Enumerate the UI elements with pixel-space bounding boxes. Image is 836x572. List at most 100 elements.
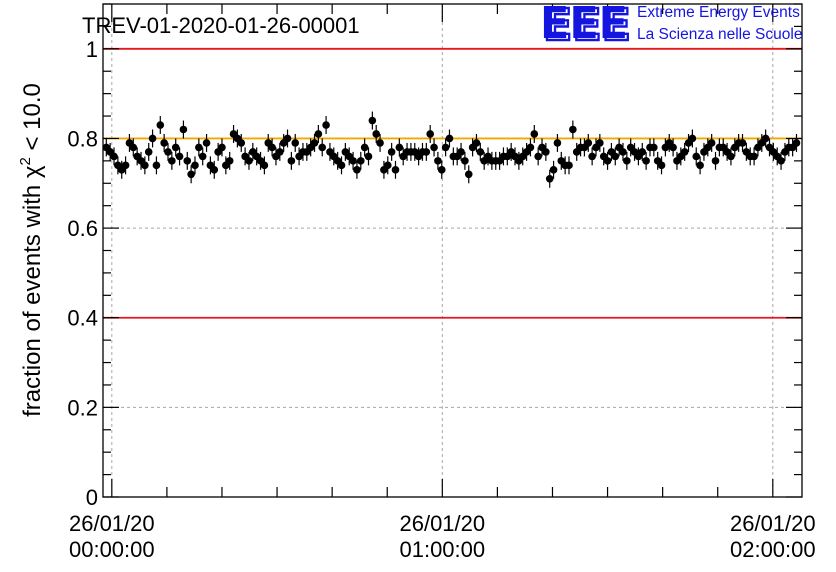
data-point xyxy=(322,121,330,129)
data-point xyxy=(680,148,689,156)
data-point xyxy=(337,161,346,170)
data-point xyxy=(198,152,207,161)
data-point xyxy=(175,152,184,161)
data-point xyxy=(210,166,219,174)
x-axis: 26/01/2000:00:0026/01/2001:00:0026/01/20… xyxy=(69,4,816,562)
data-point xyxy=(183,157,192,165)
data-point xyxy=(237,139,246,147)
data-point xyxy=(426,130,434,138)
data-point xyxy=(191,161,199,170)
data-point xyxy=(688,134,697,143)
y-tick-label: 0.8 xyxy=(67,126,98,151)
y-axis-label-superscript: 2 xyxy=(17,157,34,165)
data-point xyxy=(692,152,701,161)
data-point xyxy=(437,166,446,174)
data-point xyxy=(276,148,284,156)
data-point xyxy=(441,143,450,152)
data-point xyxy=(476,148,485,156)
data-point xyxy=(268,143,276,152)
data-point xyxy=(472,139,481,147)
eee-logo-letters: EEE xyxy=(540,0,628,49)
data-point xyxy=(260,161,269,170)
eee-logo: EEE EEE Extreme Energy Events La Scienza… xyxy=(540,0,802,52)
data-point xyxy=(141,161,149,170)
data-point xyxy=(164,148,172,156)
y-tick-label: 0 xyxy=(86,485,98,510)
data-point xyxy=(457,148,465,156)
data-point xyxy=(422,148,431,156)
data-point xyxy=(356,157,365,165)
chart-title: TREV-01-2020-01-26-00001 xyxy=(82,13,360,38)
x-tick-label-date: 26/01/20 xyxy=(730,511,816,536)
logo-text-line2: La Scienza nelle Scuole xyxy=(637,26,802,43)
y-tick-label: 1 xyxy=(86,37,98,62)
y-tick-label: 0.2 xyxy=(67,395,98,420)
x-tick-label-time: 02:00:00 xyxy=(730,537,816,562)
x-tick-label-time: 00:00:00 xyxy=(69,537,155,562)
data-point xyxy=(611,152,620,161)
eee-logo-shadow: EEE xyxy=(543,0,631,51)
data-point xyxy=(314,130,323,138)
y-tick-label: 0.4 xyxy=(67,306,98,331)
data-point xyxy=(318,143,327,152)
data-point xyxy=(372,130,381,138)
data-point xyxy=(642,157,650,165)
y-axis: 0 0.2 0.4 0.6 0.8 1 xyxy=(67,3,802,510)
y-axis-label-chi-symbol: χ xyxy=(19,165,46,178)
data-point xyxy=(383,161,392,170)
data-point xyxy=(707,139,716,147)
data-point xyxy=(218,143,226,152)
data-point xyxy=(364,152,373,161)
data-point xyxy=(711,157,720,165)
logo-text-line1: Extreme Energy Events xyxy=(637,4,800,21)
y-tick-label: 0.6 xyxy=(67,216,98,241)
x-tick-label-time: 01:00:00 xyxy=(399,537,485,562)
x-tick-label-date: 26/01/20 xyxy=(69,511,155,536)
data-point xyxy=(121,161,130,170)
data-point xyxy=(545,174,554,183)
data-point xyxy=(283,134,292,143)
data-point xyxy=(696,161,704,170)
data-point xyxy=(761,134,770,143)
data-point xyxy=(534,152,542,161)
data-point xyxy=(650,143,658,152)
data-point xyxy=(353,166,361,174)
data-point xyxy=(596,139,604,147)
data-point xyxy=(445,134,454,143)
data-point xyxy=(110,152,118,161)
data-points xyxy=(102,111,801,188)
data-point xyxy=(376,139,384,147)
data-point xyxy=(129,143,138,152)
data-point xyxy=(434,157,442,165)
data-point xyxy=(291,139,300,147)
data-point xyxy=(349,157,357,165)
data-point xyxy=(777,157,785,165)
data-point xyxy=(669,143,677,152)
data-point xyxy=(542,148,550,156)
data-point xyxy=(430,143,438,152)
data-point xyxy=(569,125,577,134)
y-axis-label: fraction of events with χ2 < 10.0 xyxy=(17,83,46,417)
data-point xyxy=(171,143,180,152)
data-point xyxy=(750,152,758,161)
data-point xyxy=(530,130,539,138)
data-point xyxy=(144,148,153,156)
data-point xyxy=(391,166,400,174)
data-point xyxy=(387,148,396,156)
data-point xyxy=(202,139,211,147)
data-point xyxy=(603,157,612,165)
data-point xyxy=(187,170,195,179)
data-point xyxy=(395,143,404,152)
data-point xyxy=(619,148,627,156)
data-point xyxy=(588,152,596,161)
data-point xyxy=(160,139,168,147)
data-point xyxy=(584,139,593,147)
data-point xyxy=(156,121,165,129)
data-point xyxy=(565,161,573,170)
data-point xyxy=(368,116,377,125)
data-point xyxy=(461,157,469,165)
data-point xyxy=(549,166,558,174)
y-axis-label-suffix: < 10.0 xyxy=(19,83,46,157)
